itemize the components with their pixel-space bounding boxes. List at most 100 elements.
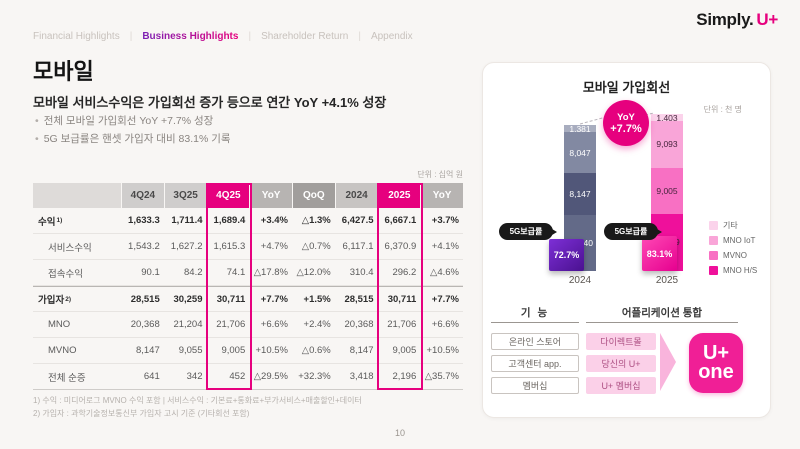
app-box: 당신의 U+: [586, 355, 656, 372]
table-cell: 30,711: [216, 293, 246, 305]
table-row-서비스수익: 서비스수익 1,543.2 1,627.2 1,615.3 +4.7% △0.7% 6,11…: [33, 234, 463, 260]
legend-item: MVNO: [709, 248, 757, 263]
table-cell: 9,005: [392, 345, 417, 356]
table-cell: +7.7%: [431, 293, 459, 305]
5g-penetration-pill-2024: 5G보급률: [499, 223, 557, 240]
legend-label: MNO H/S: [723, 266, 758, 275]
table-cell: +1.5%: [303, 293, 331, 305]
table-cell: 310.4: [349, 267, 374, 278]
table-body: 수익 1) 1,633.3 1,711.4 1,689.4 +3.4% △1.3% 6,427…: [33, 208, 463, 390]
app-rows: 온라인 스토어 다이렉트몰 고객센터 app. 당신의 U+ 멤버십 U+ 멤버십: [483, 333, 770, 399]
nav-item-appendix[interactable]: Appendix: [370, 31, 413, 42]
table-cell: 1,615.3: [213, 241, 246, 252]
legend-swatch-icon: [709, 221, 718, 230]
table-row-가입자: 가입자 2) 28,515 30,259 30,711 +7.7% +1.5% 28,515 3…: [33, 286, 463, 312]
table-cell: 296.2: [392, 267, 417, 278]
table-cell: +4.1%: [431, 241, 459, 252]
table-cell: 84.2: [184, 267, 203, 278]
col-header-2025: 2025: [378, 183, 421, 208]
bar-segment-기타: 1,381: [564, 124, 596, 134]
col-header-4Q25: 4Q25: [207, 183, 250, 208]
table-header: 4Q24 3Q25 4Q25 YoY QoQ 2024 2025 YoY: [33, 183, 463, 208]
table-cell: △0.7%: [301, 241, 331, 252]
page-subtitle: 모바일 서비스수익은 가입회선 증가 등으로 연간 YoY +4.1% 성장: [33, 95, 387, 110]
financial-table: 4Q24 3Q25 4Q25 YoY QoQ 2024 2025 YoY 수익 1) 1,633.…: [33, 183, 463, 390]
table-cell: 641: [143, 371, 160, 382]
col-header-label: [33, 183, 121, 208]
table-cell: +3.7%: [431, 215, 459, 226]
col-header-2024: 2024: [335, 183, 378, 208]
bullet-text: 5G 보급률은 핸셋 가입자 대비 83.1% 기록: [43, 133, 231, 145]
legend-swatch-icon: [709, 236, 718, 245]
table-cell: 342: [186, 371, 203, 382]
app-integration-row: 멤버십 U+ 멤버십: [483, 377, 770, 394]
nav-separator: |: [358, 31, 361, 42]
function-box: 온라인 스토어: [491, 333, 579, 350]
footnote-2: 2) 가입자 : 과학기술정보통신부 가입자 고시 기준 (기타회선 포함): [33, 409, 250, 418]
table-cell: 3,418: [349, 371, 374, 382]
legend-swatch-icon: [709, 266, 718, 275]
table-cell: 20,368: [344, 319, 374, 330]
col-header-YoY: YoY: [421, 183, 463, 208]
nav-item-financial-highlights[interactable]: Financial Highlights: [33, 31, 120, 42]
page-number: 10: [394, 428, 405, 438]
5g-penetration-value-2024: 72.7%: [549, 239, 584, 271]
integration-arrow-icon: [660, 333, 676, 391]
col-header-QoQ: QoQ: [293, 183, 335, 208]
nav-separator: |: [248, 31, 252, 42]
table-cell: +3.4%: [260, 215, 288, 226]
table-cell: 28,515: [344, 293, 374, 305]
table-row-접속수익: 접속수익 90.1 84.2 74.1 △17.8% △12.0% 310.4 296.2 △4…: [33, 260, 463, 286]
table-cell: △12.0%: [296, 267, 331, 278]
bar-segment-mvno: 8,147: [564, 173, 596, 216]
chart-title: 모바일 가입회선: [582, 80, 671, 95]
uplus-one-logo: U+ one: [689, 333, 743, 393]
legend-item: MNO IoT: [709, 233, 757, 248]
top-nav: Financial Highlights | Business Highlights…: [33, 31, 413, 42]
table-cell: 6,117.1: [342, 241, 374, 252]
nav-item-shareholder-return[interactable]: Shareholder Return: [261, 31, 349, 42]
row-label: 서비스수익: [48, 242, 92, 254]
table-cell: 21,204: [173, 319, 203, 330]
table-cell: 8,147: [135, 345, 160, 356]
app-box: 다이렉트몰: [586, 333, 656, 350]
table-cell: +2.4%: [303, 319, 331, 330]
table-row-전체 순증: 전체 순증 641 342 452 △29.5% +32.3% 3,418 2,196 △35.…: [33, 364, 463, 390]
table-cell: △29.5%: [253, 371, 288, 382]
legend-label: MNO IoT: [723, 236, 756, 245]
table-cell: 452: [229, 371, 246, 382]
table-cell: 30,259: [173, 293, 203, 305]
bullet-item: • 전체 모바일 가입회선 YoY +7.7% 성장: [35, 112, 231, 130]
table-cell: 21,706: [387, 319, 417, 330]
table-cell: +4.7%: [260, 241, 288, 252]
logo-brand: U+: [756, 10, 778, 29]
row-label: MNO: [48, 319, 71, 330]
table-cell: △4.6%: [430, 267, 459, 278]
chart-unit-note: 단위 : 천 명: [703, 105, 742, 114]
bar-segment-mno-iot: 8,047: [564, 132, 596, 174]
col-header-4Q24: 4Q24: [122, 183, 164, 208]
5g-penetration-value-2025: 83.1%: [642, 236, 677, 271]
bar-segment-mvno: 9,005: [651, 167, 683, 214]
table-cell: 6,370.9: [384, 241, 417, 252]
table-cell: 1,711.4: [171, 215, 203, 226]
legend-item: MNO H/S: [709, 263, 757, 278]
nav-separator: |: [129, 31, 133, 42]
legend-swatch-icon: [709, 251, 718, 260]
table-cell: 28,515: [130, 293, 160, 305]
col-header-YoY: YoY: [250, 183, 292, 208]
yoy-badge: YoY +7.7%: [603, 100, 649, 146]
5g-penetration-pill-2025: 5G보급률: [604, 223, 662, 240]
table-cell: 1,627.2: [170, 241, 203, 252]
nav-item-business-highlights[interactable]: Business Highlights: [142, 31, 239, 42]
table-row-MVNO: MVNO 8,147 9,055 9,005 +10.5% △0.6% 8,147 9,005…: [33, 338, 463, 364]
footnote-1: 1) 수익 : 미디어로그 MVNO 수익 포함 | 서비스수익 : 기본료+통…: [33, 396, 362, 405]
col-header-3Q25: 3Q25: [164, 183, 207, 208]
table-cell: 1,633.3: [128, 215, 160, 226]
chart-panel: 모바일 가입회선 단위 : 천 명 1,3818,0478,14710,9401…: [482, 62, 771, 418]
x-axis-label-2024: 2024: [568, 275, 592, 286]
key-points: • 전체 모바일 가입회선 YoY +7.7% 성장 • 5G 보급률은 핸셋 가입…: [35, 112, 231, 148]
table-cell: △17.8%: [253, 267, 288, 278]
yoy-badge-label: YoY: [617, 111, 635, 123]
table-cell: 1,543.2: [128, 241, 160, 252]
